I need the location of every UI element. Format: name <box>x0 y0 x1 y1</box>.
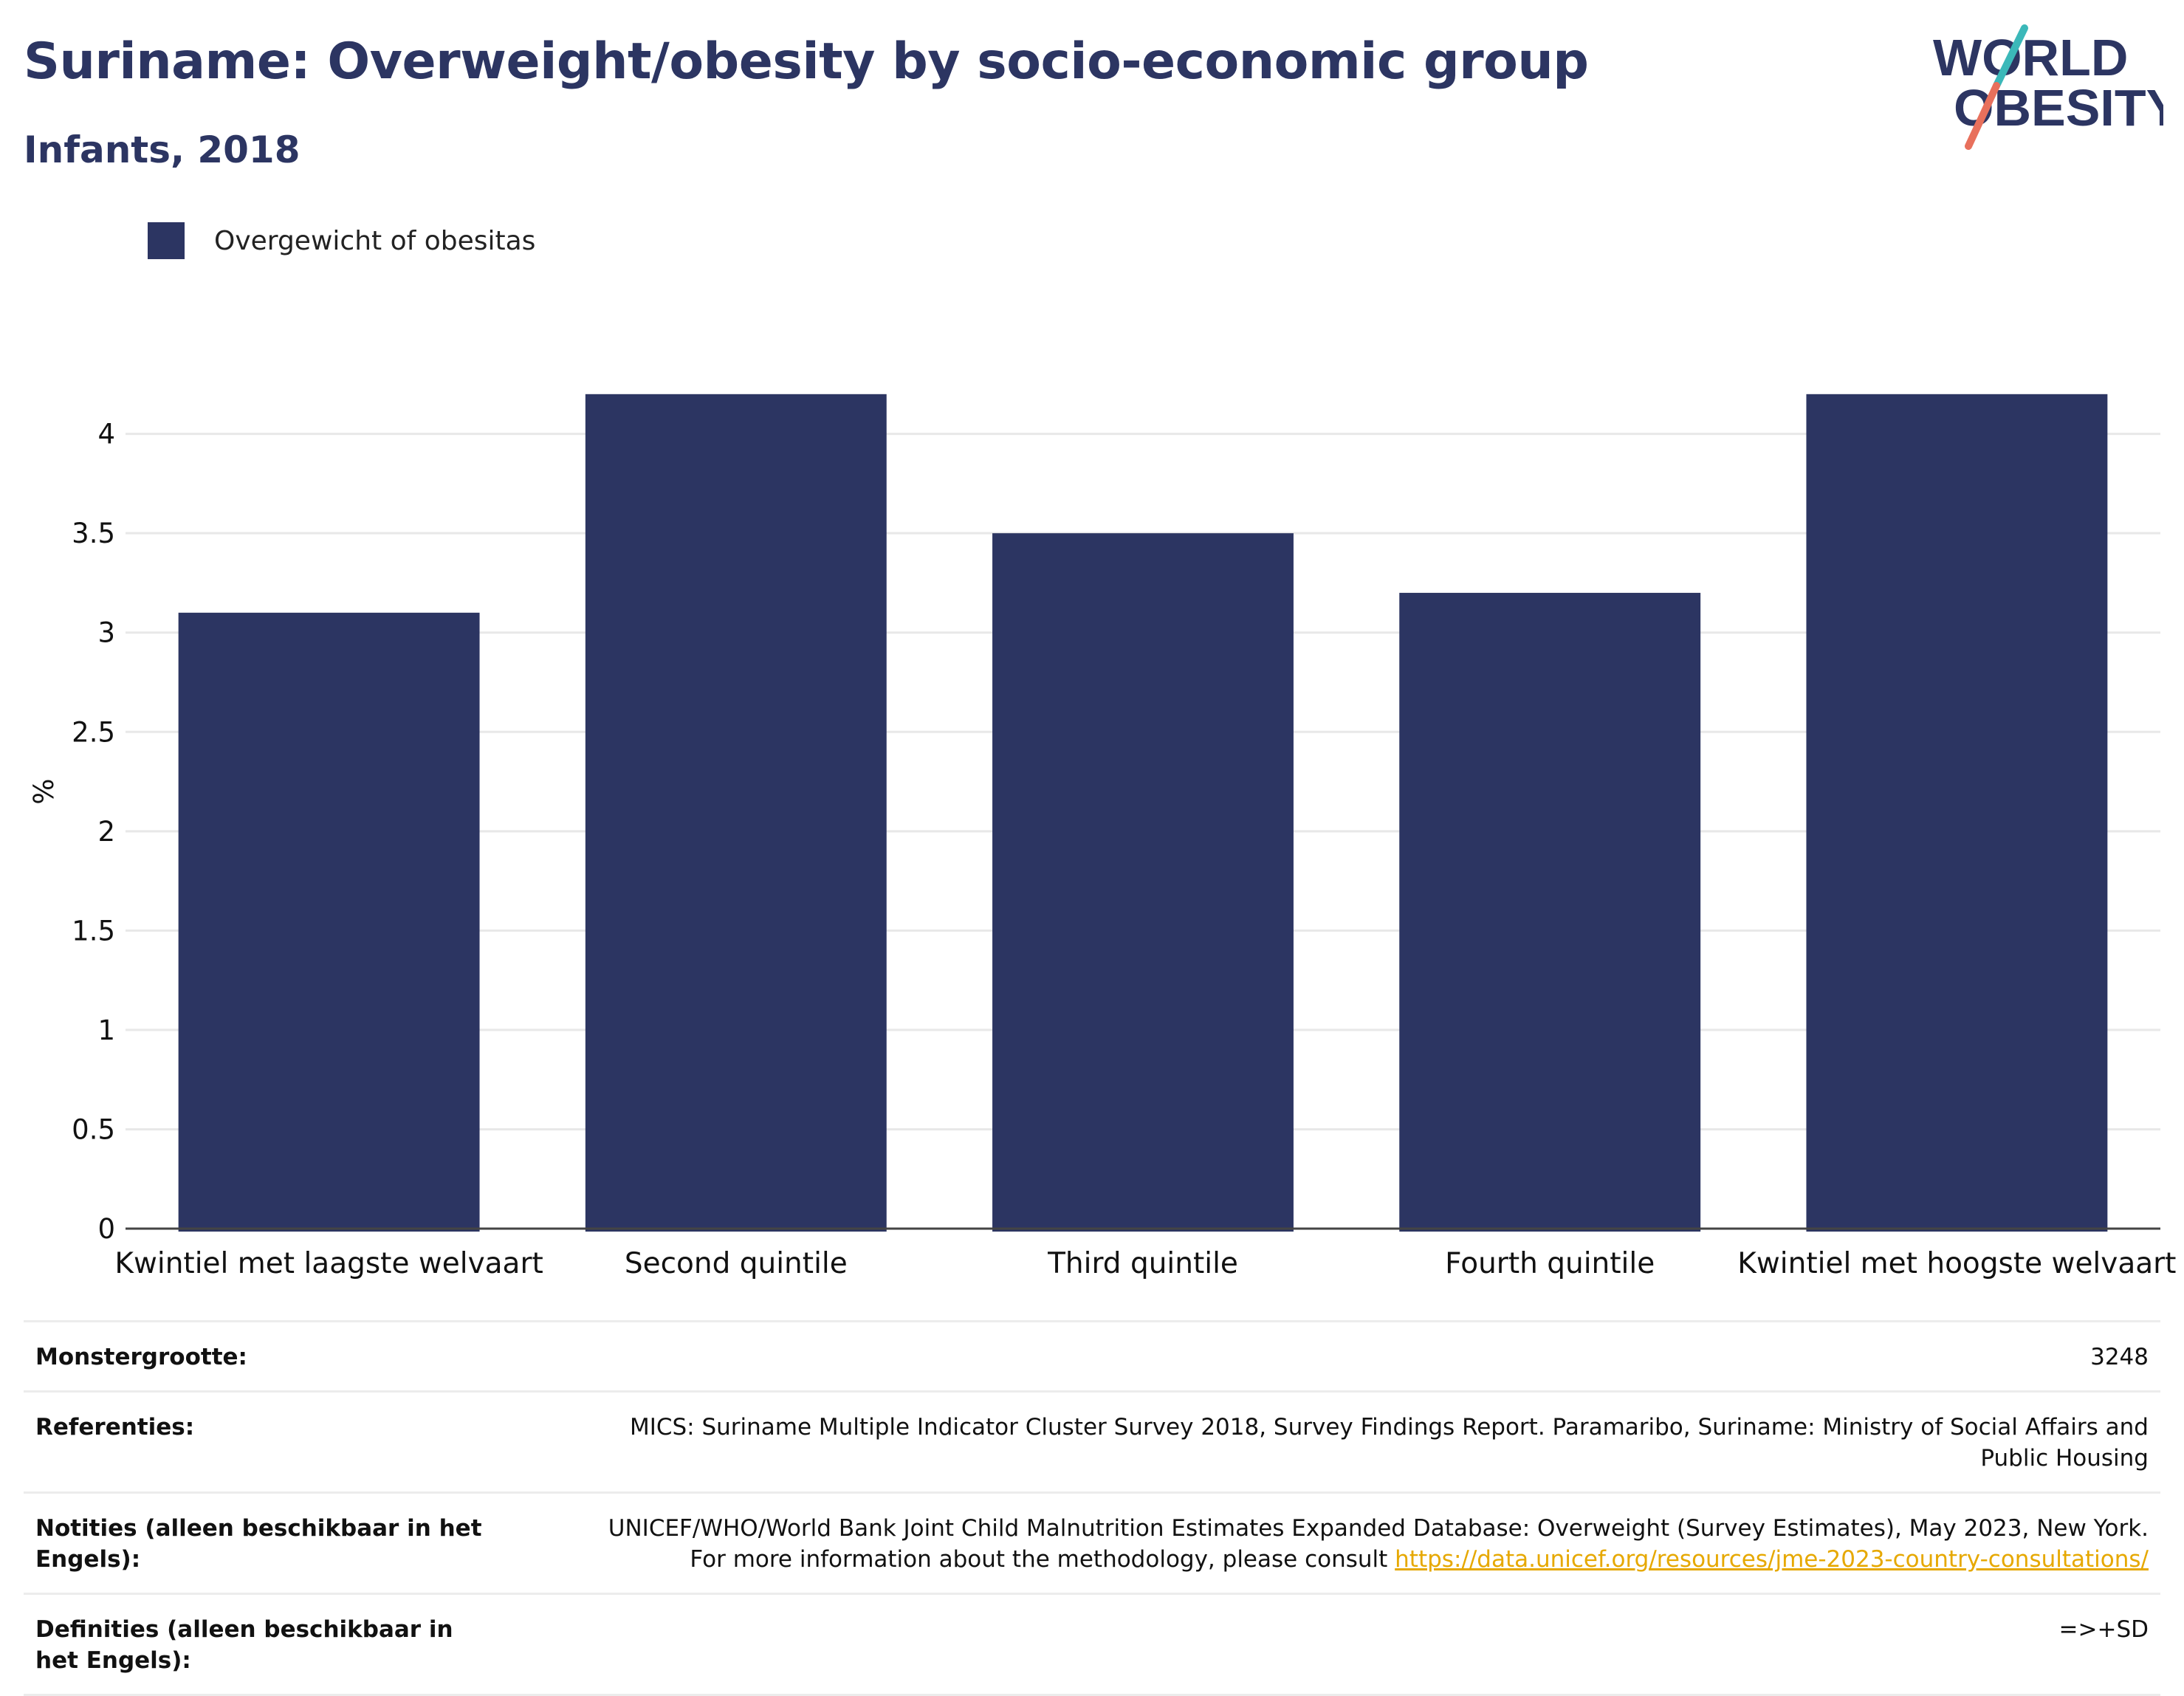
info-value: UNICEF/WHO/World Bank Joint Child Malnut… <box>598 1513 2149 1575</box>
methodology-link[interactable]: https://data.unicef.org/resources/jme-20… <box>1395 1546 2149 1573</box>
bar <box>992 533 1294 1232</box>
y-axis-label: % <box>28 778 60 804</box>
bar <box>1806 394 2108 1232</box>
y-tick-label: 0.5 <box>72 1113 115 1145</box>
info-key: Definities (alleen beschikbaar in het En… <box>35 1616 453 1674</box>
info-key: Notities (alleen beschikbaar in het Enge… <box>35 1515 482 1573</box>
info-row-definitions: Definities (alleen beschikbaar in het En… <box>24 1593 2160 1696</box>
legend[interactable]: Overgewicht of obesitas <box>148 222 535 260</box>
bar <box>585 394 887 1232</box>
x-tick-label: Third quintile <box>1047 1247 1238 1280</box>
x-tick-label: Kwintiel met laagste welvaart <box>114 1247 543 1280</box>
chart-title: Suriname: Overweight/obesity by socio-ec… <box>24 32 1589 91</box>
bar <box>178 612 480 1232</box>
y-tick-label: 1.5 <box>72 915 115 947</box>
y-tick-label: 2 <box>97 816 115 848</box>
info-value: =>+SD <box>2058 1616 2149 1643</box>
legend-swatch <box>148 222 185 259</box>
chart-subtitle: Infants, 2018 <box>24 128 301 171</box>
x-tick-label: Kwintiel met hoogste welvaart <box>1737 1247 2176 1280</box>
info-row-references: Referenties: MICS: Suriname Multiple Ind… <box>24 1390 2160 1491</box>
logo-line1: WORLD <box>1933 29 2128 86</box>
legend-label: Overgewicht of obesitas <box>214 225 536 256</box>
info-row-sample-size: Monstergrootte: 3248 <box>24 1320 2160 1390</box>
y-tick-label: 0 <box>97 1213 115 1245</box>
bar-chart: 0 0.5 1 1.5 2 2.5 3 3.5 4% Kwintiel met laagste w… <box>28 394 2176 1280</box>
y-tick-label: 1 <box>97 1014 115 1046</box>
y-tick-label: 3 <box>97 617 115 649</box>
info-row-notes: Notities (alleen beschikbaar in het Enge… <box>24 1491 2160 1593</box>
y-tick-label: 4 <box>97 419 115 450</box>
y-tick-label: 3.5 <box>72 518 115 549</box>
info-table: Monstergrootte: 3248 Referenties: MICS: … <box>24 1320 2160 1696</box>
world-obesity-logo: WORLD OBESITY <box>1933 24 2163 150</box>
info-value: MICS: Suriname Multiple Indicator Cluste… <box>629 1414 2149 1472</box>
logo-slash-coral <box>1965 82 2000 150</box>
bar <box>1399 592 1701 1232</box>
info-key: Referenties: <box>35 1414 195 1441</box>
logo-slash-teal <box>1993 24 2028 89</box>
y-tick-label: 2.5 <box>72 716 115 748</box>
x-tick-label: Second quintile <box>625 1247 848 1280</box>
notes-text: UNICEF/WHO/World Bank Joint Child Malnut… <box>608 1515 2149 1573</box>
info-value: 3248 <box>2090 1344 2149 1370</box>
info-key: Monstergrootte: <box>35 1344 247 1370</box>
x-tick-label: Fourth quintile <box>1445 1247 1655 1280</box>
